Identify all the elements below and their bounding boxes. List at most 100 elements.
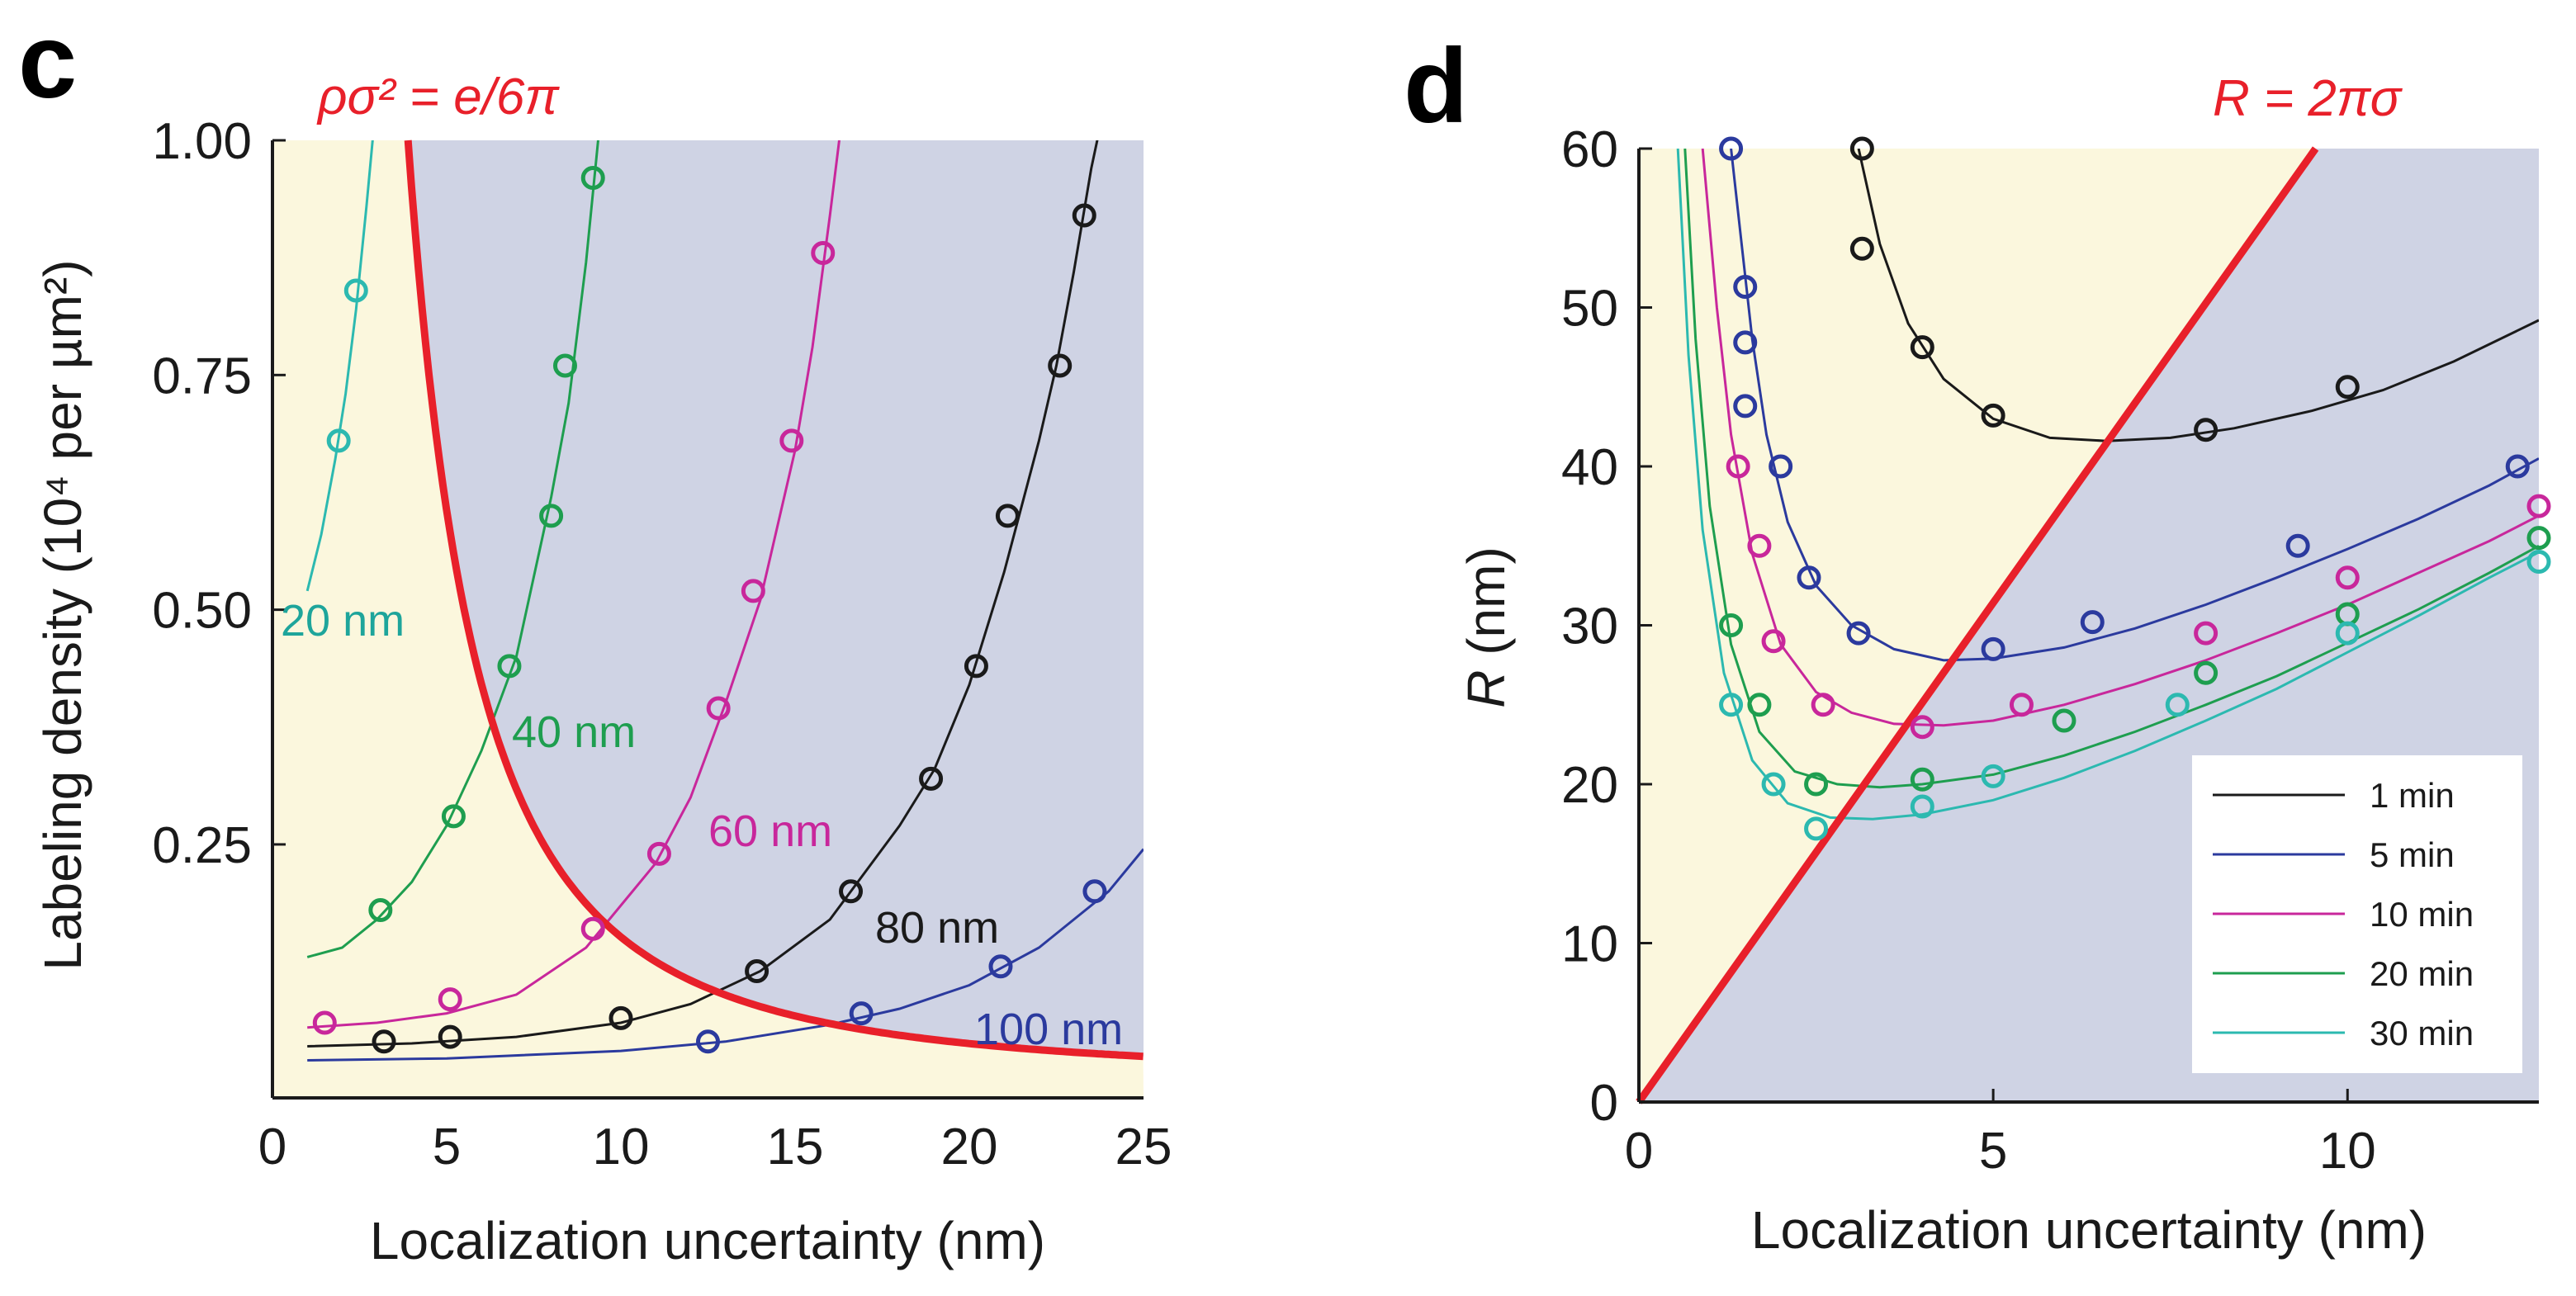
panel-d-x-axis-title: Localization uncertainty (nm) bbox=[1751, 1200, 2427, 1260]
panel-d-series-line-4 bbox=[1676, 149, 2539, 821]
panel-c-x-tick-label: 0 bbox=[258, 1119, 286, 1175]
panel-c-letter: c bbox=[18, 2, 77, 121]
panel-d-y-ticks: 0 10 20 30 40 50 60 bbox=[1561, 121, 1652, 1132]
panel-c-boundary-curve bbox=[404, 140, 1144, 1061]
panel-d-point-2-4 bbox=[1910, 715, 1934, 740]
panel-c-point-1-3 bbox=[539, 504, 564, 528]
panel-d-point-1-5 bbox=[1797, 565, 1821, 590]
panel-d-point-0-2 bbox=[1910, 335, 1934, 360]
panel-d-points bbox=[1719, 136, 2551, 841]
panel-c-x-ticks: 0 5 10 15 20 25 bbox=[258, 1119, 1172, 1175]
panel-c-series-line-0 bbox=[305, 140, 374, 592]
panel-d-point-2-1 bbox=[1747, 533, 1772, 558]
panel-d-x-tick-label: 5 bbox=[1979, 1123, 2007, 1180]
panel-d-letter: d bbox=[1404, 27, 1468, 145]
panel-d-y-tick-label: 40 bbox=[1561, 439, 1618, 496]
panel-d-point-2-0 bbox=[1726, 454, 1750, 479]
panel-d-point-0-4 bbox=[2194, 418, 2218, 442]
panel-c-x-tick-label: 5 bbox=[433, 1119, 461, 1175]
panel-d-point-2-8 bbox=[2526, 494, 2551, 518]
panel-c-point-3-6 bbox=[964, 654, 988, 679]
panel-c-x-tick-label: 15 bbox=[767, 1119, 824, 1175]
panel-d-point-3-7 bbox=[2526, 526, 2551, 551]
panel-c-point-1-5 bbox=[580, 165, 605, 190]
panel-c-point-3-8 bbox=[1048, 353, 1073, 378]
panel-c-region-low bbox=[272, 140, 1144, 1098]
panel-c-point-2-7 bbox=[811, 240, 836, 265]
panel-c-point-1-0 bbox=[368, 898, 393, 923]
panel-c-y-axis-title: Labeling density (10⁴ per µm²) bbox=[33, 259, 92, 970]
panel-c-point-4-2 bbox=[988, 954, 1013, 979]
panel-d-point-4-3 bbox=[1910, 794, 1934, 819]
panel-d-point-1-0 bbox=[1719, 136, 1744, 161]
panel-d-point-1-2 bbox=[1733, 330, 1758, 355]
panel-d-y-tick-label: 50 bbox=[1561, 281, 1618, 338]
panel-d-series-line-2 bbox=[1701, 149, 2539, 727]
panel-c-y-tick-label: 0.25 bbox=[152, 817, 252, 874]
panel-c-y-ticks: 0.25 0.50 0.75 1.00 bbox=[152, 113, 286, 874]
panel-c-label-20nm: 20 nm bbox=[281, 596, 405, 646]
panel-d-legend: 1 min 5 min 10 min 20 min 30 min bbox=[2192, 755, 2522, 1073]
panel-d-legend-label: 30 min bbox=[2370, 1014, 2474, 1052]
panel-c-label-60nm: 60 nm bbox=[708, 806, 832, 856]
panel-d-legend-label: 5 min bbox=[2370, 835, 2455, 874]
panel-c-points bbox=[312, 165, 1107, 1054]
panel-d-point-4-6 bbox=[2335, 621, 2360, 646]
panel-c-point-1-4 bbox=[552, 353, 577, 378]
panel-c-point-3-2 bbox=[608, 1005, 633, 1030]
panel-c-point-2-4 bbox=[706, 696, 731, 721]
panel-c-point-3-4 bbox=[839, 879, 864, 904]
panel-c-x-tick-label: 20 bbox=[941, 1119, 998, 1175]
panel-c-point-4-1 bbox=[849, 1001, 874, 1026]
panel-c-point-2-5 bbox=[741, 579, 765, 603]
panel-d-point-1-1 bbox=[1733, 274, 1758, 299]
panel-c-point-3-9 bbox=[1072, 203, 1096, 228]
panel-d-point-3-4 bbox=[2052, 708, 2076, 733]
panel-c-point-2-3 bbox=[646, 841, 671, 866]
panel-d-point-3-1 bbox=[1747, 693, 1772, 717]
panel-d-point-1-8 bbox=[2080, 610, 2105, 635]
panel-c-point-2-2 bbox=[580, 916, 605, 941]
panel-c-series-line-2 bbox=[307, 140, 841, 1029]
panel-d-x-ticks: 0 5 10 bbox=[1625, 1089, 2376, 1180]
panel-d-point-1-10 bbox=[2505, 454, 2530, 479]
panel-d-legend-label: 1 min bbox=[2370, 776, 2455, 815]
panel-c-series-line-1 bbox=[306, 140, 599, 958]
panel-d-x-tick-label: 10 bbox=[2319, 1123, 2376, 1180]
panel-d-point-0-0 bbox=[1849, 136, 1874, 161]
panel-d-point-3-3 bbox=[1910, 767, 1934, 792]
panel-d-y-tick-label: 10 bbox=[1561, 916, 1618, 973]
panel-d-point-2-2 bbox=[1761, 629, 1786, 654]
panel-c-point-3-3 bbox=[745, 958, 769, 983]
panel-d-point-0-5 bbox=[2335, 375, 2360, 400]
panel-c-point-2-6 bbox=[779, 428, 804, 453]
panel-c-point-1-1 bbox=[441, 804, 466, 829]
panel-c-y-tick-label: 0.50 bbox=[152, 583, 252, 640]
panel-c-point-3-0 bbox=[372, 1029, 396, 1054]
panel-d-series-line-3 bbox=[1683, 149, 2539, 789]
panel-c-plot-area bbox=[272, 140, 1144, 1098]
panel-d-point-2-6 bbox=[2194, 621, 2218, 646]
panel-d-point-1-7 bbox=[1981, 636, 2005, 661]
panel-c-point-4-3 bbox=[1082, 879, 1107, 904]
panel-c-point-4-0 bbox=[696, 1029, 720, 1054]
panel-c-y-tick-label: 0.75 bbox=[152, 348, 252, 404]
panel-d-point-0-3 bbox=[1981, 403, 2005, 428]
panel-d-y-tick-label: 0 bbox=[1590, 1075, 1618, 1132]
panel-d-point-2-7 bbox=[2335, 565, 2360, 590]
panel-d-x-tick-label: 0 bbox=[1625, 1123, 1653, 1180]
panel-d-point-4-2 bbox=[1804, 816, 1829, 841]
panel-c-series-line-4 bbox=[307, 848, 1144, 1062]
panel-c-point-2-0 bbox=[312, 1010, 337, 1035]
panel-c-series-line-3 bbox=[307, 140, 1099, 1048]
panel-c-x-tick-label: 10 bbox=[593, 1119, 650, 1175]
panel-c-point-0-0 bbox=[326, 428, 351, 453]
panel-c-point-1-2 bbox=[497, 654, 522, 679]
panel-d-y-tick-label: 20 bbox=[1561, 757, 1618, 814]
panel-c: c ρσ² = e/6π 0 5 10 15 20 25 0.25 0.50 0.75 1.00… bbox=[18, 2, 1172, 1270]
panel-c-point-3-7 bbox=[995, 504, 1020, 528]
panel-d-point-2-5 bbox=[2009, 693, 2034, 717]
panel-c-region-high bbox=[408, 140, 1144, 1057]
